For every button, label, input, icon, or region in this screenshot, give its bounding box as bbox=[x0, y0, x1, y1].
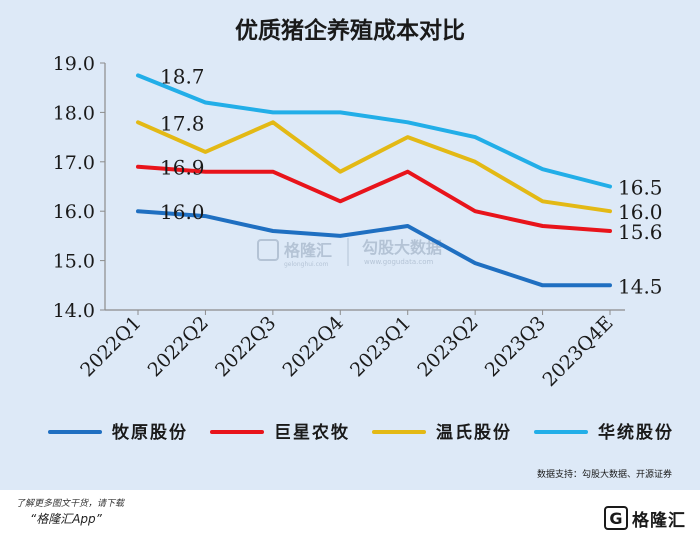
chart-panel: 优质猪企养殖成本对比 格隆汇 gelonghui.com 勾股大数据 www.g… bbox=[0, 0, 700, 490]
series-line-1 bbox=[136, 209, 612, 288]
x-tick-label: 2023Q2 bbox=[413, 312, 482, 381]
logo-text: 格隆汇 bbox=[632, 510, 686, 531]
source-note: 数据支持：勾股大数据、开源证券 bbox=[537, 468, 672, 480]
data-label: 16.0 bbox=[160, 200, 205, 224]
x-tick-label: 2022Q4 bbox=[279, 312, 348, 381]
data-label: 16.5 bbox=[618, 176, 663, 200]
legend: 牧原股份 巨星农牧 温氏股份 华统股份 bbox=[48, 422, 674, 443]
series-line-4 bbox=[136, 73, 612, 189]
x-tick-label: 2022Q3 bbox=[211, 312, 280, 381]
legend-label: 华统股份 bbox=[598, 422, 674, 443]
y-tick-label: 17.0 bbox=[53, 152, 95, 174]
logo-icon: G bbox=[604, 506, 628, 530]
x-tick-label: 2022Q1 bbox=[76, 312, 145, 381]
y-tick-label: 14.0 bbox=[53, 300, 95, 322]
footer-download-hint: 了解更多图文干货，请下载 bbox=[16, 499, 125, 509]
line-chart: 优质猪企养殖成本对比 格隆汇 gelonghui.com 勾股大数据 www.g… bbox=[48, 17, 674, 480]
x-tick-label: 2023Q4E bbox=[538, 312, 617, 391]
data-label: 16.0 bbox=[618, 200, 663, 224]
data-label: 16.9 bbox=[160, 156, 205, 180]
data-labels: 16.0 14.5 16.9 15.6 17.8 16.0 18.7 16.5 bbox=[160, 64, 663, 298]
footer-logo: G 格隆汇 bbox=[604, 503, 686, 533]
x-tick-labels: 2022Q12022Q22022Q32022Q42023Q12023Q22023… bbox=[76, 312, 617, 391]
data-label: 18.7 bbox=[160, 64, 205, 88]
legend-label: 温氏股份 bbox=[436, 422, 512, 443]
y-tick-label: 18.0 bbox=[53, 102, 95, 124]
data-label: 14.5 bbox=[618, 274, 663, 298]
x-tick-label: 2023Q1 bbox=[346, 312, 415, 381]
y-tick-label: 16.0 bbox=[53, 201, 95, 223]
y-tick-label: 19.0 bbox=[53, 53, 95, 75]
legend-label: 巨星农牧 bbox=[274, 422, 350, 443]
data-label: 15.6 bbox=[618, 220, 663, 244]
footer-app-name: “格隆汇App” bbox=[30, 512, 102, 526]
legend-label: 牧原股份 bbox=[112, 422, 188, 443]
watermark-brand: 格隆汇 bbox=[284, 241, 332, 260]
x-tick-label: 2023Q3 bbox=[481, 312, 550, 381]
watermark-partner-en: www.gogudata.com bbox=[364, 258, 433, 266]
watermark-brand-en: gelonghui.com bbox=[284, 261, 329, 268]
watermark-partner: 勾股大数据 bbox=[362, 238, 442, 257]
chart-title: 优质猪企养殖成本对比 bbox=[235, 17, 465, 44]
series-line-3 bbox=[136, 120, 612, 214]
x-tick-label: 2022Q2 bbox=[144, 312, 213, 381]
watermark-logo-icon bbox=[257, 239, 279, 261]
series-line-2 bbox=[136, 164, 612, 233]
y-tick-label: 15.0 bbox=[53, 251, 95, 273]
watermark: 格隆汇 gelonghui.com 勾股大数据 www.gogudata.com bbox=[257, 238, 442, 268]
data-label: 17.8 bbox=[160, 111, 205, 135]
axes: 14.0 15.0 16.0 17.0 18.0 19.0 bbox=[53, 53, 625, 322]
series-layer bbox=[136, 73, 612, 288]
footer: 了解更多图文干货，请下载 “格隆汇App” G 格隆汇 bbox=[0, 490, 700, 549]
